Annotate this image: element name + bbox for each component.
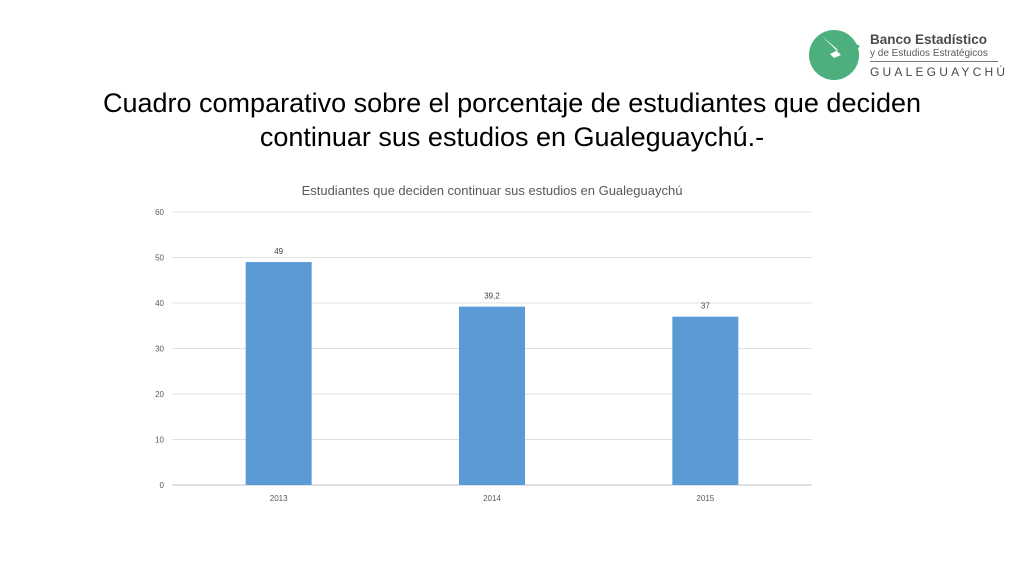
- y-tick-label: 50: [155, 254, 164, 263]
- x-tick-label: 2014: [483, 494, 501, 503]
- data-label: 37: [701, 302, 710, 311]
- page-title: Cuadro comparativo sobre el porcentaje d…: [60, 86, 964, 154]
- logo-subtitle: y de Estudios Estratégicos: [870, 48, 988, 59]
- logo-mark-icon: [809, 30, 860, 80]
- page-title-line-1: Cuadro comparativo sobre el porcentaje d…: [102, 88, 922, 118]
- y-tick-label: 30: [155, 345, 164, 354]
- data-label: 39,2: [484, 292, 500, 301]
- bar: [459, 306, 525, 485]
- y-tick-label: 20: [155, 390, 164, 399]
- data-label: 49: [274, 247, 283, 256]
- y-tick-label: 60: [155, 208, 164, 217]
- x-tick-label: 2013: [270, 494, 288, 503]
- y-tick-label: 40: [155, 299, 164, 308]
- chart-title: Estudiantes que deciden continuar sus es…: [302, 183, 683, 198]
- x-tick-label: 2015: [696, 494, 714, 503]
- bar: [672, 316, 739, 485]
- y-tick-label: 10: [155, 436, 164, 445]
- brand-logo: Banco Estadístico y de Estudios Estratég…: [808, 28, 1008, 84]
- logo-city: GUALEGUAYCHÚ: [870, 65, 1009, 79]
- y-tick-label: 0: [160, 481, 165, 490]
- page-title-line-2: continuar sus estudios en Gualeguaychú.-: [259, 122, 765, 152]
- logo-divider: [870, 61, 998, 62]
- logo-name: Banco Estadístico: [870, 32, 988, 47]
- bar: [245, 262, 312, 485]
